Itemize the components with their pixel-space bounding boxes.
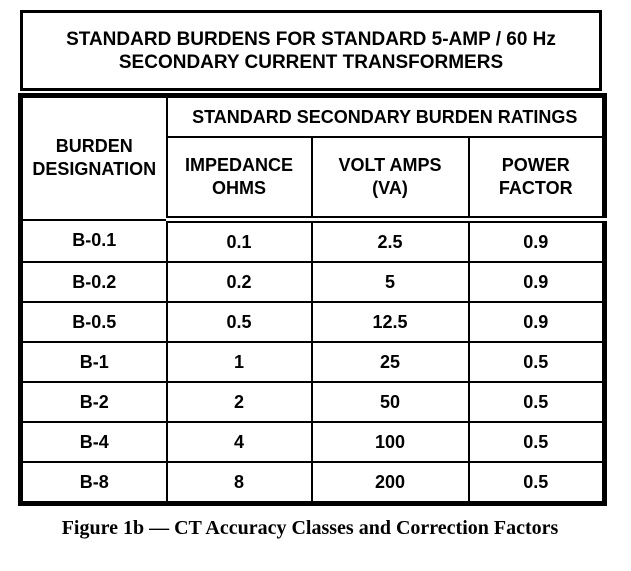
table-title-line2: SECONDARY CURRENT TRANSFORMERS xyxy=(118,51,504,73)
column-header-power-factor: POWER FACTOR xyxy=(467,136,606,223)
cell-designation: B-2 xyxy=(19,381,168,423)
standard-burdens-table: BURDEN DESIGNATION STANDARD SECONDARY BU… xyxy=(18,93,608,506)
table-row: B-0.5 0.5 12.5 0.9 xyxy=(19,301,606,343)
cell-power-factor: 0.9 xyxy=(467,218,606,263)
table-row: B-2 2 50 0.5 xyxy=(19,381,606,423)
cell-power-factor: 0.5 xyxy=(467,421,606,463)
impedance-header-line2: OHMS xyxy=(212,178,266,198)
cell-impedance-ohms: 8 xyxy=(165,461,313,505)
table-title-box: STANDARD BURDENS FOR STANDARD 5-AMP / 60… xyxy=(20,10,602,91)
cell-power-factor: 0.5 xyxy=(467,461,606,505)
cell-volt-amps: 12.5 xyxy=(310,301,470,343)
cell-volt-amps: 25 xyxy=(310,341,470,383)
figure-page: STANDARD BURDENS FOR STANDARD 5-AMP / 60… xyxy=(0,10,631,571)
cell-designation: B-4 xyxy=(19,421,168,463)
corner-header-burden-designation: BURDEN DESIGNATION xyxy=(19,94,168,221)
cell-power-factor: 0.5 xyxy=(467,341,606,383)
cell-power-factor: 0.9 xyxy=(467,301,606,343)
figure-caption: Figure 1b — CT Accuracy Classes and Corr… xyxy=(61,517,559,539)
cell-volt-amps: 50 xyxy=(310,381,470,423)
table-row: B-1 1 25 0.5 xyxy=(19,341,606,383)
cell-power-factor: 0.5 xyxy=(467,381,606,423)
cell-power-factor: 0.9 xyxy=(467,261,606,303)
group-header-secondary-burden-ratings: STANDARD SECONDARY BURDEN RATINGS xyxy=(165,94,606,138)
cell-impedance-ohms: 2 xyxy=(165,381,313,423)
table-row: B-4 4 100 0.5 xyxy=(19,421,606,463)
cell-volt-amps: 100 xyxy=(310,421,470,463)
cell-designation: B-0.2 xyxy=(19,261,168,303)
cell-volt-amps: 2.5 xyxy=(310,218,470,263)
power-factor-header-line1: POWER xyxy=(501,155,570,175)
column-header-impedance-ohms: IMPEDANCE OHMS xyxy=(165,136,313,223)
cell-impedance-ohms: 0.2 xyxy=(165,261,313,303)
power-factor-header-line2: FACTOR xyxy=(498,178,573,198)
cell-impedance-ohms: 1 xyxy=(165,341,313,383)
cell-impedance-ohms: 0.1 xyxy=(165,218,313,263)
table-row: B-0.2 0.2 5 0.9 xyxy=(19,261,606,303)
column-header-row: IMPEDANCE OHMS VOLT AMPS (VA) POWER FACT… xyxy=(21,136,606,223)
group-header-row: BURDEN DESIGNATION STANDARD SECONDARY BU… xyxy=(19,94,606,221)
corner-header-line1: BURDEN xyxy=(55,136,133,157)
column-header-volt-amps: VOLT AMPS (VA) xyxy=(310,136,470,223)
cell-designation: B-0.5 xyxy=(19,301,168,343)
impedance-header-line1: IMPEDANCE xyxy=(184,155,293,175)
cell-volt-amps: 5 xyxy=(310,261,470,303)
cell-designation: B-8 xyxy=(19,461,168,505)
table-title-line1: STANDARD BURDENS FOR STANDARD 5-AMP / 60… xyxy=(66,28,556,50)
volt-amps-header-line2: (VA) xyxy=(372,178,408,198)
table-row: B-8 8 200 0.5 xyxy=(19,461,606,505)
volt-amps-header-line1: VOLT AMPS xyxy=(338,155,442,175)
table-row: B-0.1 0.1 2.5 0.9 xyxy=(19,218,606,263)
cell-designation: B-1 xyxy=(19,341,168,383)
cell-impedance-ohms: 0.5 xyxy=(165,301,313,343)
cell-designation: B-0.1 xyxy=(19,218,168,263)
cell-volt-amps: 200 xyxy=(310,461,470,505)
cell-impedance-ohms: 4 xyxy=(165,421,313,463)
corner-header-line2: DESIGNATION xyxy=(32,159,157,180)
